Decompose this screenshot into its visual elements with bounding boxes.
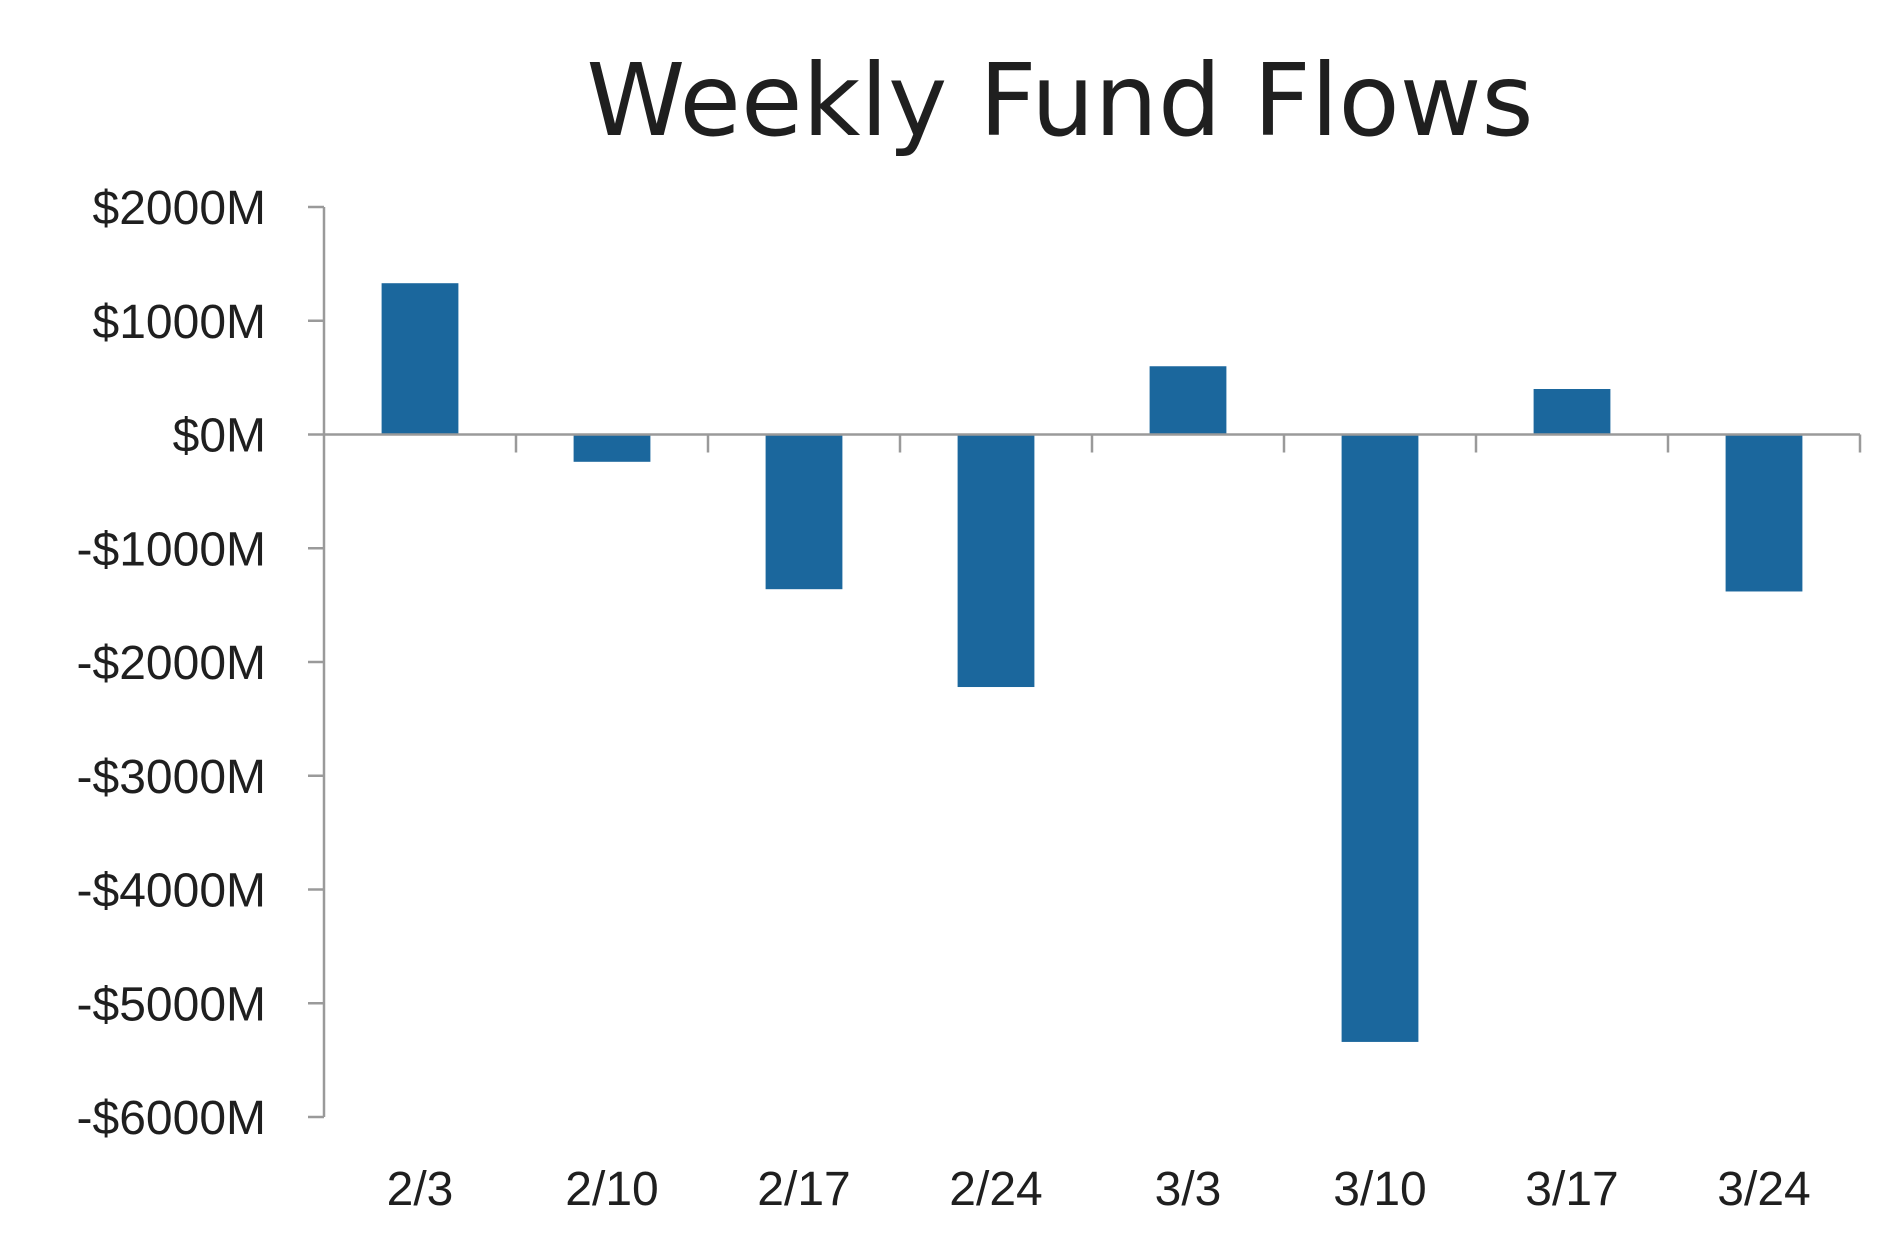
y-tick-label: -$1000M: [77, 523, 266, 576]
y-tick-label: $2000M: [93, 182, 266, 235]
bar-2-17: [765, 434, 843, 590]
x-tick-label: 3/17: [1525, 1163, 1618, 1216]
y-tick-label: $0M: [173, 410, 266, 463]
bar-2-10: [573, 434, 651, 462]
x-tick-label: 2/17: [757, 1163, 850, 1216]
y-tick-label: -$5000M: [77, 978, 266, 1031]
chart-title: Weekly Fund Flows: [586, 42, 1533, 159]
y-tick-label: $1000M: [93, 296, 266, 349]
bar-3-10: [1341, 434, 1419, 1042]
bar-3-3: [1149, 366, 1227, 435]
y-axis: $2000M $1000M $0M -$1000M -$2000M -$3000M -$40…: [77, 182, 326, 1145]
y-tick-label: -$3000M: [77, 751, 266, 804]
y-tick-label: -$4000M: [77, 865, 266, 918]
x-tick-label: 3/24: [1717, 1163, 1810, 1216]
x-tick-label: 2/10: [565, 1163, 658, 1216]
bar-3-24: [1725, 434, 1803, 592]
x-axis: 2/3 2/10 2/17 2/24 3/3 3/10 3/17 3/24: [324, 433, 1862, 1216]
x-tick-label: 3/3: [1155, 1163, 1222, 1216]
y-tick-label: -$2000M: [77, 637, 266, 690]
bar-3-17: [1533, 389, 1611, 435]
x-tick-label: 3/10: [1333, 1163, 1426, 1216]
bar-2-24: [957, 434, 1035, 688]
bars: [381, 283, 1803, 1042]
x-tick-label: 2/24: [949, 1163, 1042, 1216]
y-tick-label: -$6000M: [77, 1092, 266, 1145]
bar-2-3: [381, 283, 459, 435]
x-tick-label: 2/3: [387, 1163, 454, 1216]
